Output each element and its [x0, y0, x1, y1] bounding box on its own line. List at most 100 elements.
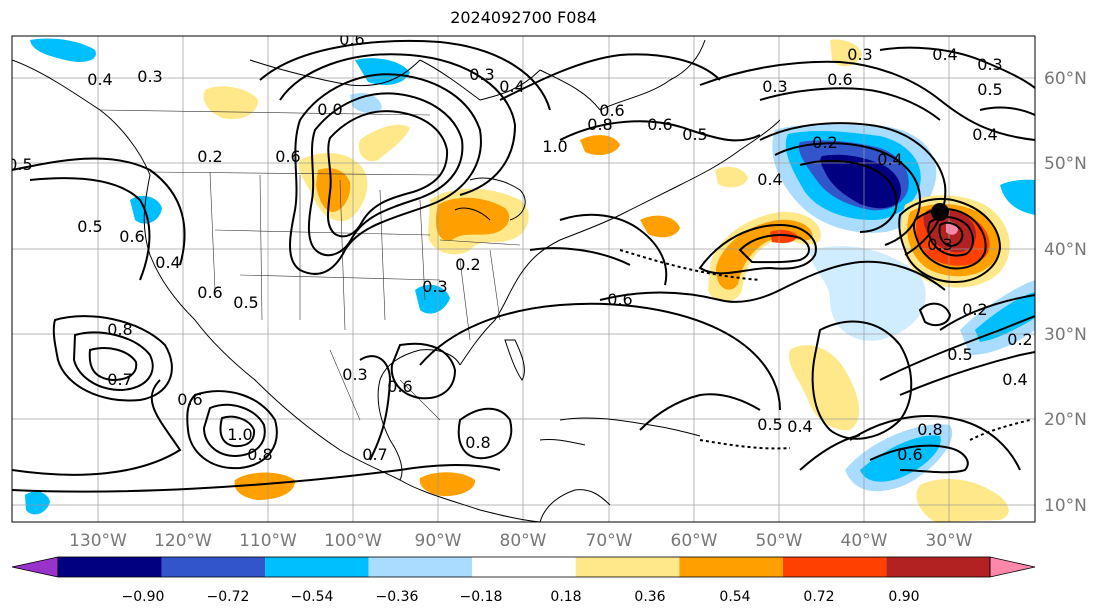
storm-center: [931, 203, 949, 221]
colorbar-tick-label: −0.18: [460, 589, 503, 605]
colorbar-tick-label: 0.54: [719, 589, 750, 605]
negative-anomaly-fill: [30, 38, 96, 62]
lat-tick-label: 50°N: [1044, 154, 1087, 174]
colorbar-extend-max: [989, 556, 1036, 578]
contour-label: 0.4: [932, 45, 957, 64]
colorbar: [11, 556, 1036, 578]
contour-label: 0.6: [827, 70, 852, 89]
contour-label: 0.4: [1002, 370, 1027, 389]
contour-label: 0.7: [107, 370, 132, 389]
positive-anomaly-fill: [715, 166, 748, 188]
positive-anomaly-fill: [419, 472, 476, 497]
lon-tick-label: 110°W: [239, 531, 297, 551]
contour-label: 0.4: [757, 170, 782, 189]
contour-label: 0.4: [499, 77, 524, 96]
positive-anomaly-fill: [358, 124, 410, 162]
colorbar-segment: [782, 557, 887, 577]
positive-anomaly-fill: [435, 197, 510, 241]
lon-tick-label: 50°W: [756, 531, 803, 551]
contour-label: 0.3: [762, 77, 787, 96]
colorbar-labels: −0.90 −0.72 −0.54 −0.36 −0.18 0.18 0.36 …: [122, 589, 920, 605]
contour-label: 1.0: [227, 425, 252, 444]
contour-label: 0.2: [962, 300, 987, 319]
lon-tick-label: 40°W: [841, 531, 888, 551]
positive-anomaly-fill: [316, 168, 351, 212]
map-frame: [11, 35, 1036, 523]
contour-label: 0.6: [119, 227, 144, 246]
contour-label: 0.5: [682, 125, 707, 144]
lat-tick-label: 10°N: [1044, 496, 1087, 516]
contour-label: 0.5: [757, 415, 782, 434]
colorbar-frame: [57, 556, 991, 578]
contour-label: 0.6: [177, 390, 202, 409]
negative-anomaly-fill: [415, 284, 450, 314]
colorbar-tick-label: −0.72: [207, 589, 250, 605]
positive-anomaly-fill: [916, 478, 1009, 522]
contour-label: 0.6: [339, 30, 364, 49]
contour-label: 0.8: [917, 420, 942, 439]
positive-anomaly-fill: [770, 229, 798, 244]
contour-label: 0.4: [972, 125, 997, 144]
positive-anomaly-fill: [234, 472, 296, 500]
colorbar-tick-label: 0.90: [888, 589, 919, 605]
contour-label: 0.6: [387, 377, 412, 396]
contour-label: 0.2: [812, 133, 837, 152]
contour-label: 0.3: [422, 277, 447, 296]
colorbar-segment: [58, 557, 162, 577]
lon-tick-label: 70°W: [586, 531, 633, 551]
colorbar-segment: [679, 557, 783, 577]
contour-label: 0.8: [107, 320, 132, 339]
colorbar-tick-label: 0.72: [803, 589, 834, 605]
colorbar-segment: [265, 557, 369, 577]
contour-label: 0.7: [362, 445, 387, 464]
contour-label: 0.3: [927, 235, 952, 254]
lon-tick-label: 60°W: [671, 531, 718, 551]
negative-anomaly-fill: [810, 246, 926, 341]
negative-anomaly-fill: [860, 435, 941, 482]
contour-label: 0.5: [7, 155, 32, 174]
negative-anomaly-fill: [130, 195, 162, 224]
colorbar-extend-min: [11, 556, 59, 578]
lon-tick-label: 130°W: [69, 531, 127, 551]
positive-anomaly-fill: [203, 86, 258, 120]
contour-label: 0.3: [137, 67, 162, 86]
lon-tick-label: 30°W: [926, 531, 973, 551]
negative-anomaly-fill: [25, 491, 50, 515]
contour-label: 0.6: [197, 283, 222, 302]
contour-label: 0.3: [847, 45, 872, 64]
colorbar-tick-label: −0.54: [291, 589, 334, 605]
lon-tick-label: 80°W: [500, 531, 547, 551]
contour-label: 0.8: [465, 433, 490, 452]
negative-anomaly-fill: [820, 154, 902, 209]
graticule: [12, 36, 1035, 522]
lon-tick-label: 100°W: [324, 531, 382, 551]
colorbar-segment: [886, 557, 990, 577]
contour-label: 0.4: [787, 417, 812, 436]
lat-tick-label: 20°N: [1044, 410, 1087, 430]
negative-anomaly-fill: [975, 292, 1035, 342]
contour-label: 0.3: [469, 65, 494, 84]
lat-tick-label: 40°N: [1044, 240, 1087, 260]
colorbar-tick-label: 0.36: [634, 589, 665, 605]
colorbar-segment: [575, 557, 680, 577]
contour-label-group: 0.6 0.4 0.3 0.3 0.4 0.6 0.2 0.6 0.5 0.5 0.6 0.4 0.6 0…: [7, 30, 1033, 464]
contour-label: 0.4: [87, 70, 112, 89]
contour-label: 0.6: [647, 115, 672, 134]
lon-tick-label: 90°W: [415, 531, 462, 551]
contour-label: 0.3: [977, 55, 1002, 74]
colorbar-segment: [368, 557, 473, 577]
latitude-axis: 10°N 20°N 30°N 40°N 50°N 60°N: [1044, 69, 1087, 516]
colorbar-tick-label: 0.18: [550, 589, 581, 605]
contour-label: 0.5: [947, 345, 972, 364]
contour-label: 0.4: [877, 150, 902, 169]
lon-tick-label: 120°W: [154, 531, 212, 551]
positive-anomaly-fill: [789, 345, 860, 431]
contour-label: 0.2: [1007, 330, 1032, 349]
contour-label: 0.5: [977, 80, 1002, 99]
contour-label: 0.0: [317, 100, 342, 119]
contour-label: 0.6: [275, 147, 300, 166]
contour-label: 0.2: [455, 255, 480, 274]
contour-lines: [12, 40, 1035, 493]
contour-label: 0.5: [77, 217, 102, 236]
